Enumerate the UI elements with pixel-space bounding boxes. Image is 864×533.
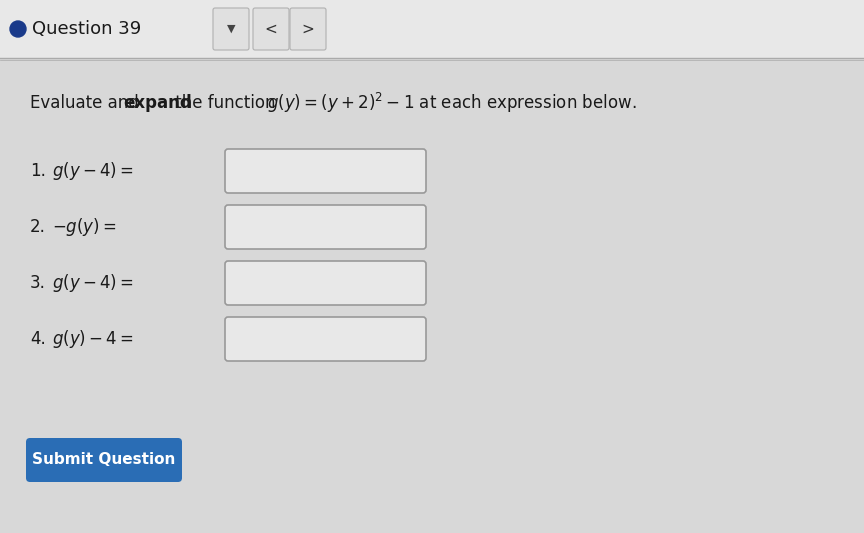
FancyBboxPatch shape	[213, 8, 249, 50]
FancyBboxPatch shape	[290, 8, 326, 50]
FancyBboxPatch shape	[225, 205, 426, 249]
FancyBboxPatch shape	[225, 317, 426, 361]
Text: $g(y - 4) =$: $g(y - 4) =$	[52, 160, 134, 182]
Text: $-g(y) =$: $-g(y) =$	[52, 216, 117, 238]
Text: Evaluate and: Evaluate and	[30, 94, 144, 112]
Text: $g(y) = (y + 2)^2 - 1$ at each expression below.: $g(y) = (y + 2)^2 - 1$ at each expressio…	[267, 91, 637, 115]
FancyBboxPatch shape	[225, 261, 426, 305]
Text: $g(y) - 4 =$: $g(y) - 4 =$	[52, 328, 134, 350]
Text: 1.: 1.	[30, 162, 46, 180]
Text: Submit Question: Submit Question	[32, 453, 175, 467]
Text: 3.: 3.	[30, 274, 46, 292]
Text: 2.: 2.	[30, 218, 46, 236]
Text: Question 39: Question 39	[32, 20, 141, 38]
Text: $g(y - 4) =$: $g(y - 4) =$	[52, 272, 134, 294]
Text: >: >	[302, 21, 314, 36]
Text: <: <	[264, 21, 277, 36]
Text: ▼: ▼	[226, 24, 235, 34]
FancyBboxPatch shape	[253, 8, 289, 50]
FancyBboxPatch shape	[0, 0, 864, 58]
FancyBboxPatch shape	[225, 149, 426, 193]
Text: expand: expand	[123, 94, 192, 112]
Text: the function: the function	[170, 94, 281, 112]
Circle shape	[10, 21, 26, 37]
FancyBboxPatch shape	[26, 438, 182, 482]
Text: 4.: 4.	[30, 330, 46, 348]
